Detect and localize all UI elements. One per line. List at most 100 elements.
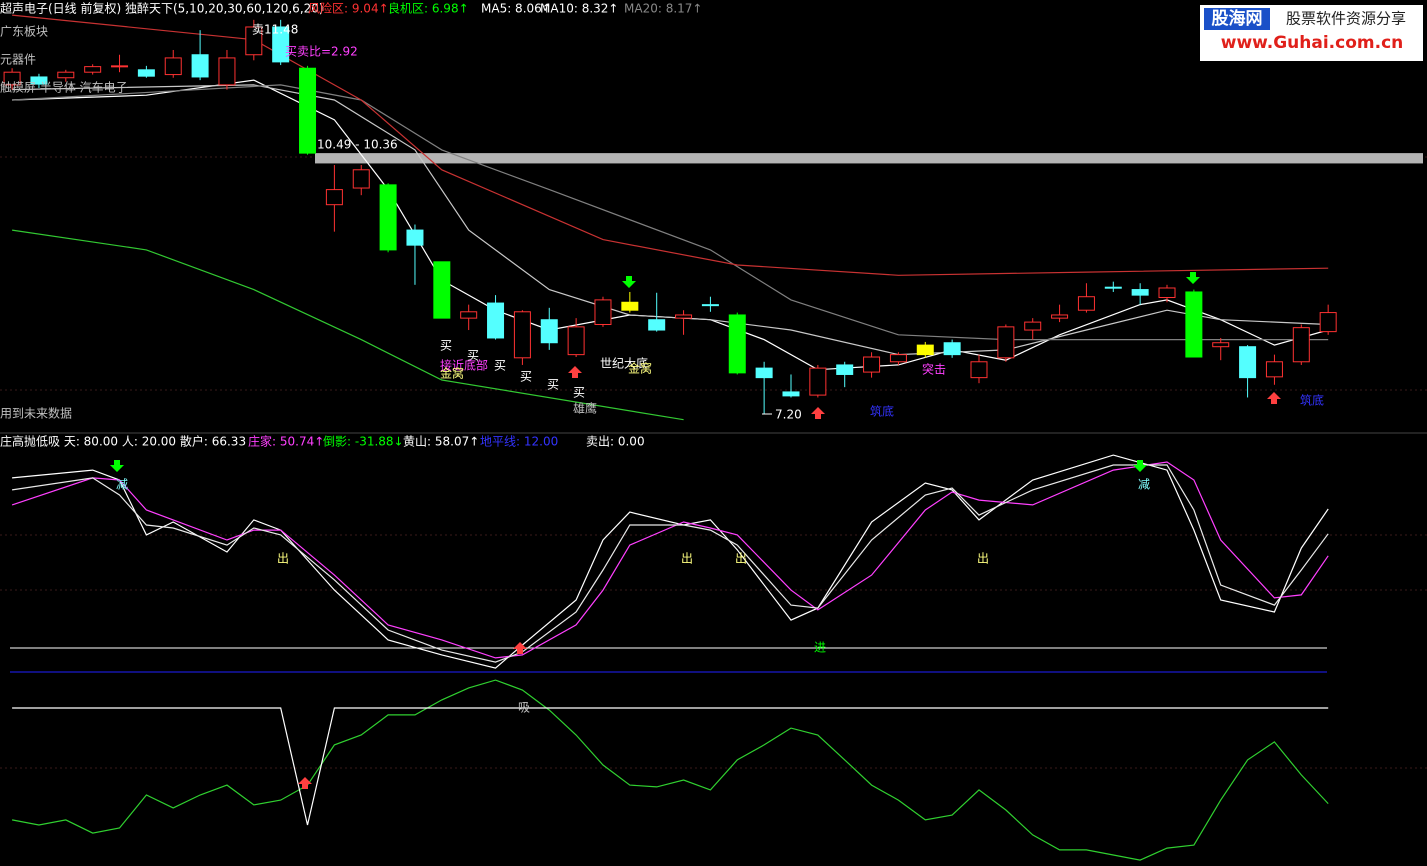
annotation: 雄鹰 [573, 401, 597, 416]
candle-body [1158, 287, 1176, 299]
candle-body [379, 184, 397, 251]
logo-url: www.Guhai.com.cn [1221, 33, 1404, 53]
candle-body [299, 67, 317, 154]
annotation: 广东板块 [0, 25, 48, 39]
candle-body [137, 69, 155, 77]
candle-body [1104, 286, 1122, 289]
candle-body [567, 326, 585, 356]
candle-body [1185, 291, 1203, 358]
candle-body [1077, 296, 1095, 311]
annotation: 突击 [922, 362, 946, 377]
header-item: MA10: 8.32↑ [540, 2, 618, 16]
candle-body [648, 319, 666, 331]
candle-body [84, 66, 102, 73]
ma-line [12, 84, 1329, 341]
candle-body [433, 261, 451, 319]
candle-body [1212, 342, 1230, 348]
indicator-line [11, 679, 1329, 861]
candle-body [970, 361, 988, 379]
candle-body [809, 367, 827, 396]
candle-body [1131, 289, 1149, 296]
candle-body [3, 71, 21, 86]
annotation: 筑底 [870, 404, 894, 419]
candle-body [943, 342, 961, 356]
candle-body [1024, 321, 1042, 331]
ma-line [12, 229, 684, 421]
down-arrow [622, 276, 636, 288]
annotation: 买 [494, 359, 506, 373]
ma-line [12, 79, 1329, 371]
candle-body [916, 344, 934, 356]
candle-body [487, 302, 505, 339]
candle-body [889, 354, 907, 363]
logo: 股海网 股票软件资源分享 www.Guhai.com.cn [1200, 5, 1423, 61]
price-band [315, 153, 1423, 164]
annotation: 7.20 [775, 408, 802, 422]
candle-body [272, 26, 290, 63]
header-item: MA20: 8.17↑ [624, 2, 702, 16]
legend-item: 庄家: 50.74↑ [248, 434, 324, 449]
candle-body [1239, 346, 1257, 379]
down-arrow [1133, 460, 1147, 472]
annotation: 减 [116, 478, 128, 492]
candle-body [755, 367, 773, 379]
candle-body [1319, 312, 1337, 333]
candle-body [594, 299, 612, 325]
band-label: 10.49 - 10.36 [317, 138, 398, 152]
annotation: 出 [977, 552, 989, 566]
candle-body [701, 304, 719, 307]
up-arrow [513, 642, 527, 654]
annotation: 出 [681, 552, 693, 566]
annotation: 金窝 [628, 361, 652, 376]
candle-body [406, 229, 424, 246]
candle-body [675, 314, 693, 319]
annotation: 接近底部 [440, 358, 488, 373]
candle-body [863, 356, 881, 373]
annotation: 元器件 [0, 53, 36, 67]
annotation: 减 [1138, 478, 1150, 492]
up-arrow [1267, 392, 1281, 404]
candle-body [621, 301, 639, 311]
legend-item: 黄山: 58.07↑ [403, 435, 479, 449]
candle-body [30, 76, 48, 85]
annotation: 进 [814, 641, 826, 655]
indicator-line [12, 707, 1329, 826]
candle-body [218, 57, 236, 86]
annotation: 吸 [518, 701, 530, 715]
legend-item: 卖出: 0.00 [586, 435, 645, 449]
candle-body [1265, 361, 1283, 378]
legend-item: 庄高抛低吸 天: 80.00 人: 20.00 散户: 66.33 [0, 434, 246, 449]
ma-line [12, 14, 1329, 276]
candle-body [1051, 314, 1069, 319]
candle-body [164, 57, 182, 76]
candle-body [728, 314, 746, 374]
legend-item: 地平线: 12.00 [480, 435, 558, 449]
annotation: 买 [440, 339, 452, 353]
candle-body [325, 189, 343, 206]
candle-body [997, 326, 1015, 359]
annotation: 金窝 [440, 366, 464, 381]
up-arrow [811, 407, 825, 419]
candle-body [460, 311, 478, 319]
annotation: 用到未来数据 [0, 406, 72, 421]
logo-badge [1204, 8, 1270, 30]
up-arrow [298, 777, 312, 789]
header-item: MA5: 8.06↑ [481, 2, 552, 16]
up-arrow [568, 366, 582, 378]
ma-line [12, 84, 1329, 356]
down-arrow [1186, 272, 1200, 284]
candle-body [782, 391, 800, 397]
annotation: 买 [467, 349, 479, 363]
annotation: 买卖比=2.92 [285, 45, 358, 59]
candle-body [352, 169, 370, 189]
annotation: 买 [547, 378, 559, 392]
candle-body [540, 319, 558, 344]
annotation: 买 [573, 386, 585, 400]
logo-slogan: 股票软件资源分享 [1286, 10, 1406, 28]
candle-body [57, 71, 75, 79]
annotation: 世纪大底 [600, 356, 648, 371]
down-arrow [110, 460, 124, 472]
annotation: 触摸屏 半导体 汽车电子 [0, 80, 128, 95]
annotation: 买 [520, 370, 532, 384]
